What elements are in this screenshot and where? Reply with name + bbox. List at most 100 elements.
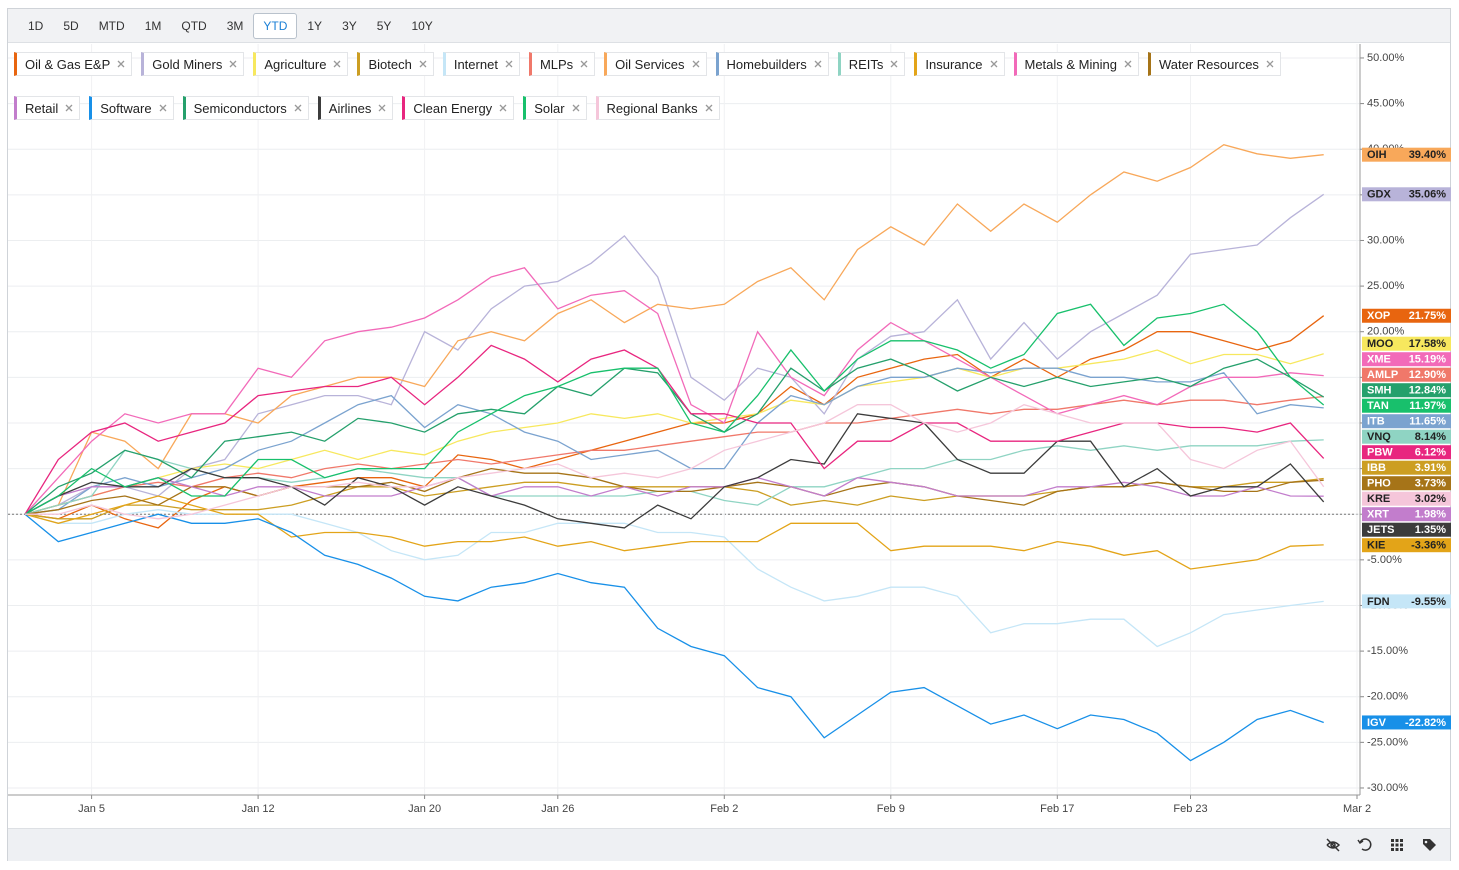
legend-label: Oil & Gas E&P (25, 56, 111, 72)
y-tick-label: 50.00% (1367, 52, 1405, 64)
series-line (24, 509, 1324, 648)
legend-remove[interactable] (814, 60, 822, 68)
series-line (24, 303, 1325, 515)
end-badge (1362, 367, 1451, 382)
hide-icon[interactable] (1326, 838, 1341, 852)
legend-remove[interactable] (990, 60, 998, 68)
period-button[interactable]: 5D (63, 18, 79, 33)
legend-item[interactable]: Software (89, 96, 174, 120)
legend-remove[interactable] (419, 60, 427, 68)
legend-remove[interactable] (65, 104, 73, 112)
legend-remove[interactable] (294, 104, 302, 112)
series-line (25, 404, 1325, 520)
series-line (24, 413, 1325, 529)
legend-label: MLPs (539, 56, 574, 72)
legend-remove[interactable] (159, 104, 167, 112)
end-badge (1362, 336, 1451, 351)
end-badge (1362, 414, 1451, 429)
badge-ticker: IGV (1367, 717, 1387, 729)
end-badge (1362, 522, 1451, 537)
legend-remove[interactable] (705, 104, 713, 112)
legend-item[interactable]: Internet (442, 52, 520, 76)
grid-icon[interactable] (1391, 839, 1403, 851)
period-toolbar: 1D 5D MTD 1M QTD 3M YTD 1Y 3Y 5Y 10Y (8, 9, 1450, 43)
legend-item[interactable]: MLPs (528, 52, 596, 76)
legend-remove[interactable] (499, 104, 507, 112)
legend-label: Solar (534, 100, 565, 116)
legend-item[interactable]: Agriculture (253, 52, 349, 76)
period-button[interactable]: 1D (28, 18, 44, 33)
legend-label: Gold Miners (152, 56, 223, 72)
badge-value: 12.84% (1409, 385, 1447, 397)
legend-remove[interactable] (378, 104, 386, 112)
series-line (24, 344, 1325, 515)
legend-remove[interactable] (580, 60, 588, 68)
end-badge (1362, 308, 1451, 323)
period-button[interactable]: 3Y (342, 18, 357, 33)
badge-value: 12.90% (1409, 369, 1447, 381)
legend-label: Internet (453, 56, 498, 72)
badge-ticker: JETS (1367, 524, 1395, 536)
end-badge (1362, 429, 1451, 444)
badge-value: 35.06% (1409, 189, 1447, 201)
series-line (24, 143, 1324, 515)
badge-value: 1.98% (1415, 509, 1446, 521)
legend-label: Agriculture (264, 56, 327, 72)
legend-label: Homebuilders (726, 56, 807, 72)
x-tick-label: Feb 17 (1040, 803, 1074, 815)
legend-remove[interactable] (1266, 60, 1274, 68)
legend-item[interactable]: Biotech (357, 52, 434, 76)
legend-remove[interactable] (572, 104, 580, 112)
legend-item[interactable]: Gold Miners (141, 52, 245, 76)
badge-ticker: XOP (1367, 310, 1390, 322)
badge-ticker: AMLP (1367, 369, 1398, 381)
legend-item[interactable]: Oil Services (604, 52, 707, 76)
legend-item[interactable]: Semiconductors (182, 96, 309, 120)
y-tick-label: -5.00% (1367, 554, 1402, 566)
series-line (24, 439, 1324, 515)
legend-item[interactable]: Clean Energy (402, 96, 515, 120)
x-tick-label: Feb 23 (1173, 803, 1207, 815)
badge-ticker: OIH (1367, 149, 1387, 161)
series-line (24, 495, 1324, 570)
legend-item[interactable]: Retail (14, 96, 81, 120)
legend-remove[interactable] (117, 60, 125, 68)
legend-remove[interactable] (505, 60, 513, 68)
period-button[interactable]: 3M (226, 18, 244, 33)
period-button[interactable]: 10Y (411, 18, 433, 33)
legend-remove[interactable] (333, 60, 341, 68)
legend-item[interactable]: Regional Banks (595, 96, 720, 120)
legend-remove[interactable] (229, 60, 237, 68)
badge-value: 11.97% (1409, 400, 1446, 412)
x-tick-label: Jan 26 (541, 803, 574, 815)
legend-item[interactable]: Homebuilders (715, 52, 829, 76)
period-button[interactable]: QTD (181, 18, 207, 33)
period-button[interactable]: 1M (144, 18, 162, 33)
legend-remove[interactable] (692, 60, 700, 68)
legend-item[interactable]: Water Resources (1147, 52, 1281, 76)
badge-value: 3.91% (1415, 462, 1446, 474)
legend-item[interactable]: Solar (523, 96, 587, 120)
badge-ticker: KRE (1367, 493, 1390, 505)
legend-item[interactable]: REITs (837, 52, 906, 76)
badge-ticker: FDN (1367, 596, 1390, 608)
tag-icon[interactable] (1423, 839, 1436, 851)
tool-icons (1326, 838, 1436, 852)
badge-value: 1.35% (1415, 524, 1446, 536)
period-button[interactable]: MTD (98, 18, 125, 33)
badge-ticker: SMH (1367, 385, 1392, 397)
legend-label: Clean Energy (413, 100, 493, 116)
period-button[interactable]: 1Y (307, 18, 323, 33)
legend-remove[interactable] (1124, 60, 1132, 68)
legend-item[interactable]: Insurance (914, 52, 1005, 76)
period-button[interactable]: YTD (253, 12, 298, 39)
reset-icon[interactable] (1357, 838, 1372, 851)
end-badge (1362, 445, 1451, 460)
badge-ticker: IBB (1367, 462, 1386, 474)
legend-item[interactable]: Oil & Gas E&P (14, 52, 133, 76)
legend-item[interactable]: Metals & Mining (1013, 52, 1139, 76)
legend-remove[interactable] (890, 60, 898, 68)
legend-item[interactable]: Airlines (317, 96, 394, 120)
y-tick-label: -15.00% (1367, 645, 1408, 657)
period-button[interactable]: 5Y (376, 18, 392, 33)
